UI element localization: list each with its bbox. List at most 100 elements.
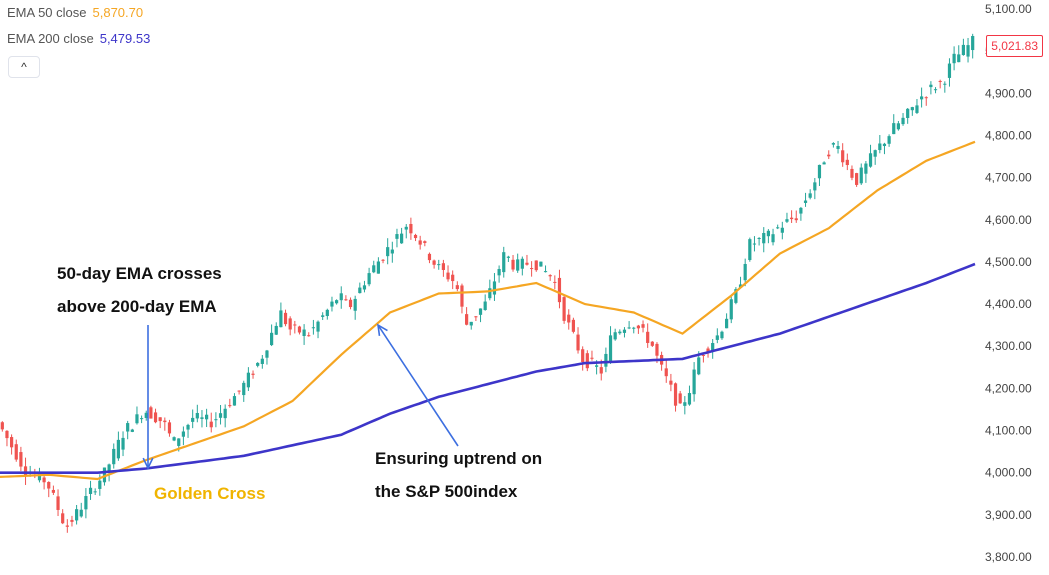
candle — [200, 410, 204, 428]
candle — [218, 404, 223, 425]
candle — [163, 417, 167, 431]
crossover-arrow — [142, 325, 154, 470]
candle — [929, 81, 933, 95]
candle — [61, 509, 65, 525]
candle — [766, 229, 770, 244]
candles-layer — [0, 33, 975, 533]
candle — [664, 359, 668, 383]
candle — [191, 409, 195, 429]
y-tick-label: 4,700.00 — [985, 171, 1032, 185]
candle — [75, 504, 79, 525]
candle — [562, 295, 566, 324]
candle — [325, 308, 329, 320]
candle — [827, 150, 831, 160]
candle — [409, 217, 413, 240]
candle — [669, 373, 673, 392]
candle — [581, 346, 585, 371]
candle — [474, 316, 478, 321]
candle — [530, 261, 534, 277]
candle — [293, 320, 297, 334]
candle — [232, 393, 237, 406]
candle — [149, 405, 153, 419]
candle — [140, 415, 144, 424]
candle — [297, 325, 302, 335]
candle — [144, 410, 148, 421]
legend-ema200-label: EMA 200 close — [7, 31, 94, 46]
y-tick-label: 4,800.00 — [985, 128, 1032, 142]
candle — [358, 282, 362, 294]
candle — [813, 178, 817, 200]
candle — [441, 259, 445, 277]
candle — [803, 192, 808, 207]
candle — [673, 382, 678, 412]
candle — [451, 270, 455, 290]
candle — [126, 420, 130, 440]
candle — [172, 436, 176, 442]
candle — [576, 327, 580, 354]
candle — [831, 142, 835, 148]
candle — [283, 309, 288, 327]
candle — [23, 457, 28, 485]
candle — [520, 256, 524, 276]
candle — [701, 353, 705, 363]
candle — [362, 280, 367, 293]
legend-ema50: EMA 50 close 5,870.70 — [7, 5, 143, 20]
candle — [274, 322, 278, 335]
candle — [42, 476, 46, 490]
candle — [302, 324, 306, 345]
candle — [933, 87, 938, 94]
candle — [725, 313, 729, 329]
candle — [344, 295, 348, 301]
candle — [167, 419, 172, 437]
candle — [390, 241, 394, 263]
candle — [553, 275, 557, 290]
y-tick-label: 4,500.00 — [985, 255, 1032, 269]
candle — [246, 367, 250, 391]
candle — [734, 287, 738, 305]
candle — [321, 312, 325, 321]
candle — [5, 430, 9, 447]
legend-ema200: EMA 200 close 5,479.53 — [7, 31, 150, 46]
candle — [971, 33, 975, 59]
candle — [790, 210, 794, 223]
candle — [627, 321, 631, 330]
candle — [776, 224, 780, 230]
candle — [938, 79, 942, 89]
candle — [841, 143, 845, 167]
candle — [432, 259, 436, 269]
candle — [186, 423, 190, 438]
candle — [260, 354, 264, 369]
candle — [465, 307, 469, 326]
collapse-legend-button[interactable]: ^ — [8, 56, 40, 78]
y-tick-label: 5,100.00 — [985, 2, 1032, 16]
candle — [65, 519, 69, 533]
candle — [84, 488, 88, 519]
ema200-line — [0, 262, 976, 474]
candle — [492, 273, 497, 301]
annotation-uptrend-line1: Ensuring uptrend on — [375, 449, 543, 468]
candle — [720, 330, 724, 340]
candle — [130, 428, 134, 433]
candle — [604, 347, 608, 373]
candle — [121, 431, 125, 457]
candle — [367, 267, 371, 287]
candle — [882, 142, 887, 155]
candle — [418, 235, 422, 250]
candle — [757, 237, 761, 246]
candle — [855, 172, 859, 187]
candle — [158, 417, 162, 429]
candle — [205, 408, 209, 428]
ema50-line — [0, 140, 976, 481]
candle — [376, 257, 380, 274]
candle — [316, 320, 320, 339]
candle — [534, 260, 538, 272]
uptrend-arrow — [376, 323, 459, 447]
candle — [353, 295, 357, 320]
candle — [543, 265, 548, 273]
candle — [330, 296, 334, 312]
candle — [868, 144, 873, 168]
candle — [279, 302, 283, 328]
candle — [209, 412, 213, 433]
candle — [135, 406, 139, 425]
candle — [335, 299, 339, 305]
